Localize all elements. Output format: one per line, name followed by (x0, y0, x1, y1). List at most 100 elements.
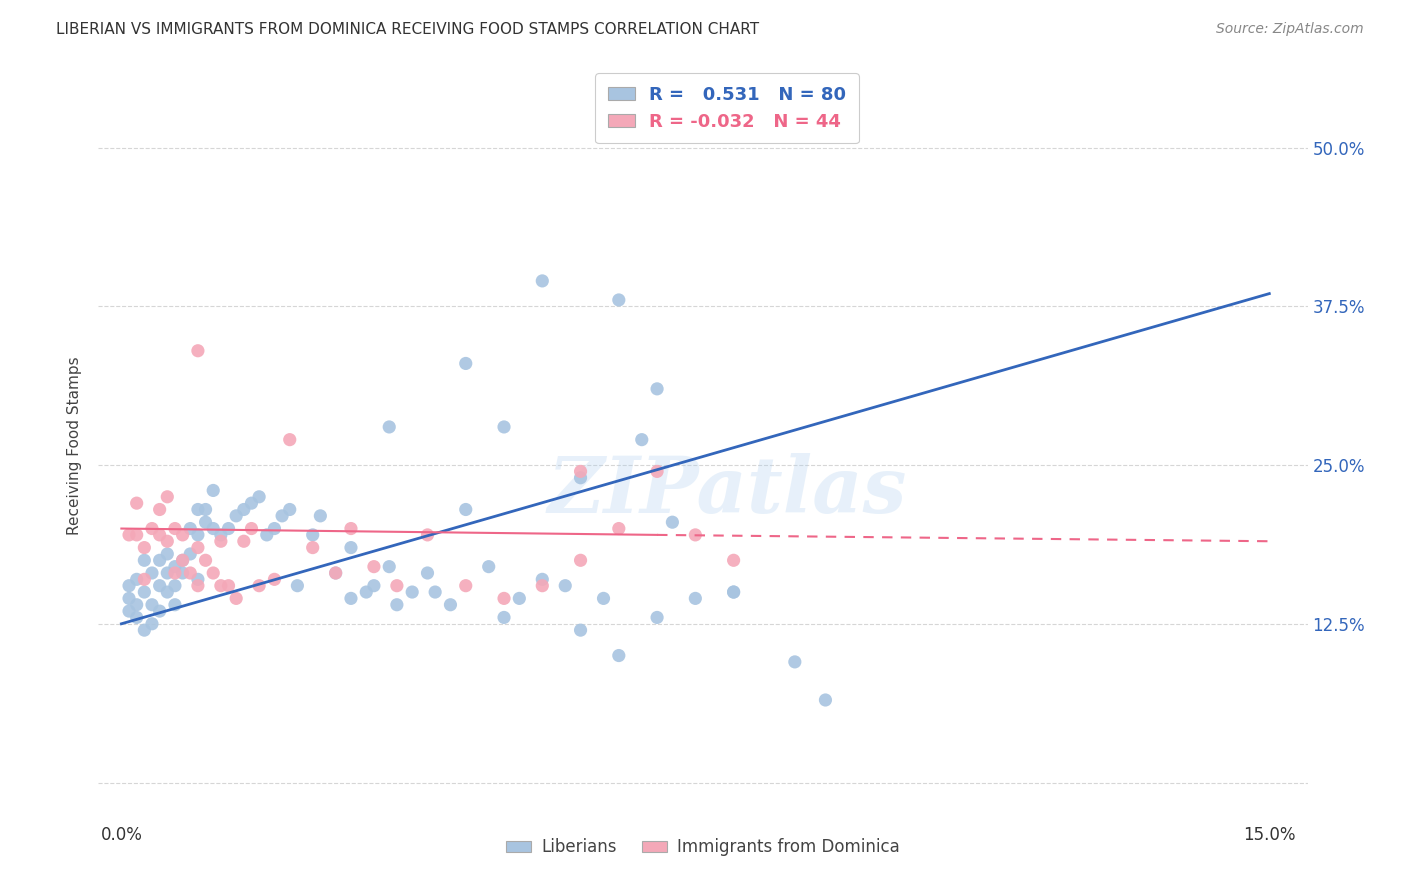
Point (645, 382, 668, 396)
Point (209, 534, 232, 549)
Point (134, 585, 156, 599)
Point (187, 528, 209, 542)
Point (156, 585, 179, 599)
Point (202, 522, 225, 536)
Point (172, 566, 194, 580)
Point (630, 433, 652, 447)
Point (385, 598, 408, 612)
Point (163, 598, 186, 612)
Point (531, 572, 554, 586)
Point (478, 559, 501, 574)
Point (218, 522, 240, 536)
Point (645, 610, 668, 624)
Point (685, 591, 707, 606)
Point (149, 528, 172, 542)
Text: LIBERIAN VS IMMIGRANTS FROM DOMINICA RECEIVING FOOD STAMPS CORRELATION CHART: LIBERIAN VS IMMIGRANTS FROM DOMINICA REC… (56, 22, 759, 37)
Point (340, 522, 363, 536)
Point (232, 534, 254, 549)
Point (569, 623, 592, 637)
Point (156, 490, 179, 504)
Point (163, 566, 186, 580)
Point (607, 522, 630, 536)
Point (202, 566, 225, 580)
Point (592, 591, 614, 606)
Point (454, 579, 477, 593)
Point (225, 591, 247, 606)
Point (247, 490, 270, 504)
Point (416, 566, 439, 580)
Point (723, 553, 745, 567)
Point (454, 356, 477, 370)
Point (179, 547, 201, 561)
Point (325, 566, 347, 580)
Point (141, 522, 163, 536)
Point (287, 579, 309, 593)
Point (163, 579, 186, 593)
Point (125, 610, 148, 624)
Point (685, 528, 707, 542)
Point (149, 502, 172, 516)
Point (232, 502, 254, 516)
Point (378, 559, 401, 574)
Point (240, 496, 263, 510)
Point (156, 566, 179, 580)
Point (194, 502, 217, 516)
Point (607, 648, 630, 663)
Point (149, 604, 172, 618)
Point (172, 528, 194, 542)
Point (125, 572, 148, 586)
Point (209, 528, 232, 542)
Point (492, 591, 515, 606)
Point (149, 553, 172, 567)
Point (814, 693, 837, 707)
Point (416, 528, 439, 542)
Point (187, 579, 209, 593)
Text: ZIPatlas: ZIPatlas (547, 453, 907, 529)
Point (125, 496, 148, 510)
Point (492, 420, 515, 434)
Point (141, 598, 163, 612)
Point (163, 522, 186, 536)
Point (723, 585, 745, 599)
Point (156, 547, 179, 561)
Point (134, 623, 156, 637)
Point (141, 616, 163, 631)
Point (118, 591, 141, 606)
Point (118, 604, 141, 618)
Point (378, 420, 401, 434)
Point (179, 566, 201, 580)
Point (225, 508, 247, 523)
Point (218, 579, 240, 593)
Y-axis label: Receiving Food Stamps: Receiving Food Stamps (67, 357, 83, 535)
Point (179, 522, 201, 536)
Point (423, 585, 446, 599)
Point (134, 553, 156, 567)
Point (118, 579, 141, 593)
Point (325, 566, 347, 580)
Point (271, 508, 294, 523)
Point (194, 553, 217, 567)
Point (645, 464, 668, 478)
Point (149, 579, 172, 593)
Point (554, 579, 576, 593)
Point (363, 559, 385, 574)
Point (163, 559, 186, 574)
Point (492, 610, 515, 624)
Point (661, 515, 683, 529)
Point (309, 508, 332, 523)
Point (569, 471, 592, 485)
Point (531, 274, 554, 288)
Point (187, 343, 209, 358)
Point (569, 553, 592, 567)
Point (607, 293, 630, 307)
Point (125, 598, 148, 612)
Point (202, 483, 225, 498)
Point (301, 528, 323, 542)
Point (363, 579, 385, 593)
Point (156, 534, 179, 549)
Point (134, 541, 156, 555)
Point (141, 566, 163, 580)
Point (256, 528, 278, 542)
Point (439, 598, 461, 612)
Point (125, 528, 148, 542)
